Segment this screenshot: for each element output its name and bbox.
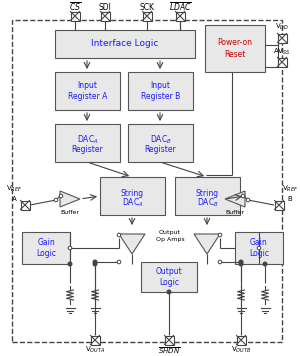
- Text: Power-on
Reset: Power-on Reset: [218, 38, 253, 58]
- Polygon shape: [119, 234, 145, 254]
- Text: Output
Logic: Output Logic: [156, 267, 182, 287]
- Text: String: String: [196, 188, 219, 198]
- Circle shape: [93, 260, 97, 264]
- Bar: [141, 262, 197, 292]
- Bar: [91, 335, 100, 345]
- Circle shape: [241, 194, 245, 198]
- Text: V$_{REF}$: V$_{REF}$: [6, 184, 22, 194]
- Bar: [100, 11, 109, 21]
- Polygon shape: [60, 191, 80, 207]
- Circle shape: [239, 262, 243, 266]
- Text: String: String: [121, 188, 144, 198]
- Text: Gain
Logic: Gain Logic: [36, 238, 56, 258]
- Circle shape: [239, 260, 243, 264]
- Text: $\overline{CS}$: $\overline{CS}$: [69, 1, 81, 13]
- Text: DAC$_A$: DAC$_A$: [122, 197, 143, 209]
- Text: V$_{REF}$: V$_{REF}$: [282, 184, 298, 194]
- Polygon shape: [194, 234, 220, 254]
- Bar: [164, 335, 173, 345]
- Bar: [100, 177, 165, 215]
- Circle shape: [218, 260, 222, 264]
- Text: Input
Register B: Input Register B: [141, 81, 180, 101]
- Text: DAC$_A$: DAC$_A$: [76, 134, 98, 146]
- Text: DAC$_B$: DAC$_B$: [150, 134, 171, 146]
- Circle shape: [68, 262, 72, 266]
- Bar: [142, 11, 152, 21]
- Bar: [128, 72, 193, 110]
- Bar: [205, 25, 265, 72]
- Text: SDI: SDI: [99, 2, 111, 11]
- Text: $\overline{LDAC}$: $\overline{LDAC}$: [169, 1, 191, 13]
- Bar: [55, 30, 195, 58]
- Text: Buffer: Buffer: [61, 209, 80, 215]
- Circle shape: [117, 233, 121, 237]
- Text: Output
Op Amps: Output Op Amps: [156, 230, 184, 242]
- Circle shape: [93, 262, 97, 266]
- Bar: [55, 124, 120, 162]
- Text: Register: Register: [72, 146, 104, 155]
- Circle shape: [68, 246, 72, 250]
- Text: SCK: SCK: [140, 2, 154, 11]
- Text: Register: Register: [145, 146, 176, 155]
- Bar: [175, 177, 240, 215]
- Circle shape: [263, 262, 267, 266]
- Text: DAC$_B$: DAC$_B$: [196, 197, 218, 209]
- Text: Interface Logic: Interface Logic: [91, 40, 159, 48]
- Text: V$_{DD}$: V$_{DD}$: [275, 22, 289, 32]
- Polygon shape: [225, 191, 245, 207]
- Circle shape: [218, 233, 222, 237]
- Bar: [70, 11, 80, 21]
- Bar: [55, 72, 120, 110]
- Circle shape: [167, 290, 171, 294]
- Text: AV$_{SS}$: AV$_{SS}$: [273, 47, 291, 57]
- Bar: [22, 232, 70, 264]
- Text: V$_{OUTA}$: V$_{OUTA}$: [85, 345, 105, 355]
- Bar: [274, 200, 284, 209]
- Text: Gain
Logic: Gain Logic: [249, 238, 269, 258]
- Bar: [278, 58, 286, 67]
- Bar: [278, 33, 286, 42]
- Bar: [235, 232, 283, 264]
- Circle shape: [59, 194, 63, 198]
- Text: A: A: [12, 196, 16, 202]
- Text: V$_{OUTB}$: V$_{OUTB}$: [231, 345, 251, 355]
- Circle shape: [54, 198, 58, 202]
- Bar: [236, 335, 245, 345]
- Text: $\overline{SHDN}$: $\overline{SHDN}$: [158, 346, 180, 356]
- Circle shape: [117, 260, 121, 264]
- Bar: [128, 124, 193, 162]
- Circle shape: [246, 198, 250, 202]
- Text: Buffer: Buffer: [226, 209, 244, 215]
- Text: B: B: [288, 196, 292, 202]
- Bar: [176, 11, 184, 21]
- Text: Input
Register A: Input Register A: [68, 81, 107, 101]
- Bar: [20, 200, 29, 209]
- Circle shape: [257, 246, 261, 250]
